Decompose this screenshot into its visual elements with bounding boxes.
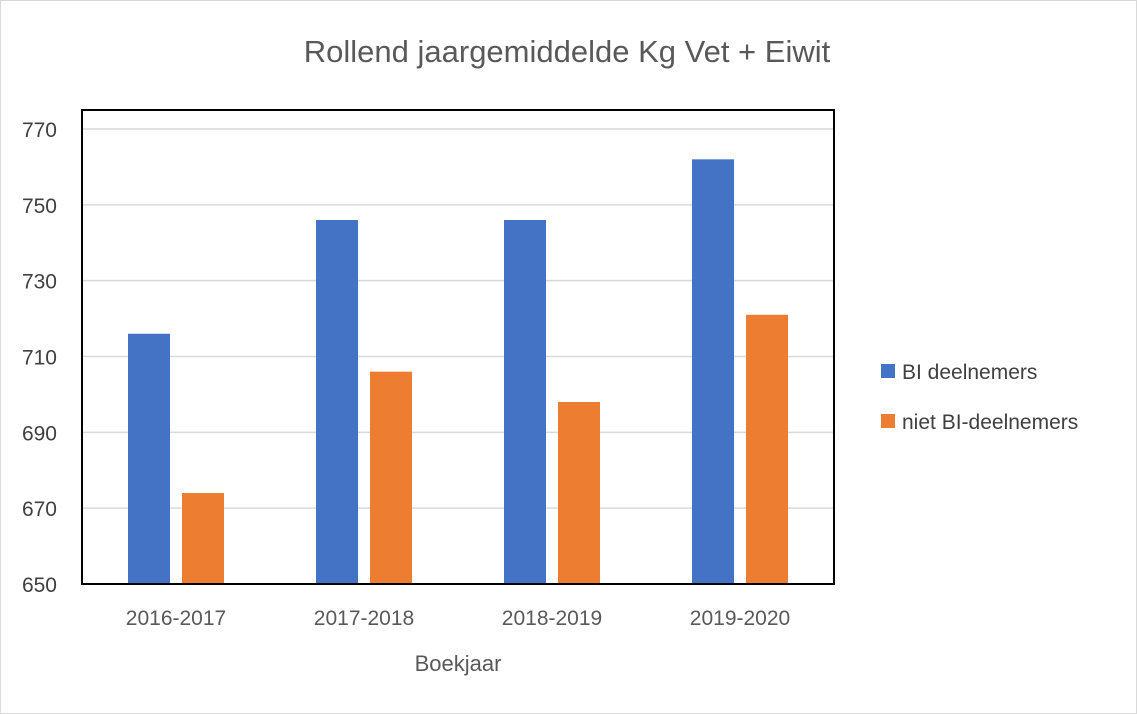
bars — [128, 159, 788, 585]
legend-swatch-0 — [881, 364, 895, 378]
x-axis-title: Boekjaar — [415, 651, 502, 676]
bar-niet-bi-2018-2019 — [558, 402, 600, 584]
bar-bi-2019-2020 — [692, 159, 734, 585]
x-category-label: 2017-2018 — [314, 607, 414, 630]
x-category-label: 2016-2017 — [126, 607, 226, 630]
plot-area-frame — [81, 109, 835, 585]
chart-title: Rollend jaargemiddelde Kg Vet + Eiwit — [304, 34, 831, 69]
y-axis-ticks: 650 670 690 710 730 750 770 — [22, 119, 57, 597]
bar-niet-bi-2016-2017 — [182, 493, 224, 584]
x-category-label: 2018-2019 — [502, 607, 602, 630]
y-tick-label: 690 — [22, 422, 57, 445]
legend: BI deelnemers niet BI-deelnemers — [881, 361, 1078, 434]
y-tick-label: 730 — [22, 271, 57, 294]
y-tick-label: 670 — [22, 498, 57, 521]
bar-bi-2018-2019 — [504, 220, 546, 584]
legend-label-1: niet BI-deelnemers — [902, 411, 1078, 434]
y-tick-label: 770 — [22, 119, 57, 142]
legend-label-0: BI deelnemers — [902, 361, 1037, 384]
y-tick-label: 650 — [22, 574, 57, 597]
bar-niet-bi-2019-2020 — [746, 314, 788, 584]
y-tick-label: 710 — [22, 347, 57, 370]
x-axis-categories: 2016-2017 2017-2018 2018-2019 2019-2020 — [126, 607, 790, 630]
legend-swatch-1 — [881, 414, 895, 428]
y-tick-label: 750 — [22, 195, 57, 218]
bar-bi-2016-2017 — [128, 333, 170, 584]
bar-niet-bi-2017-2018 — [370, 371, 412, 584]
x-category-label: 2019-2020 — [690, 607, 790, 630]
bar-bi-2017-2018 — [316, 220, 358, 584]
